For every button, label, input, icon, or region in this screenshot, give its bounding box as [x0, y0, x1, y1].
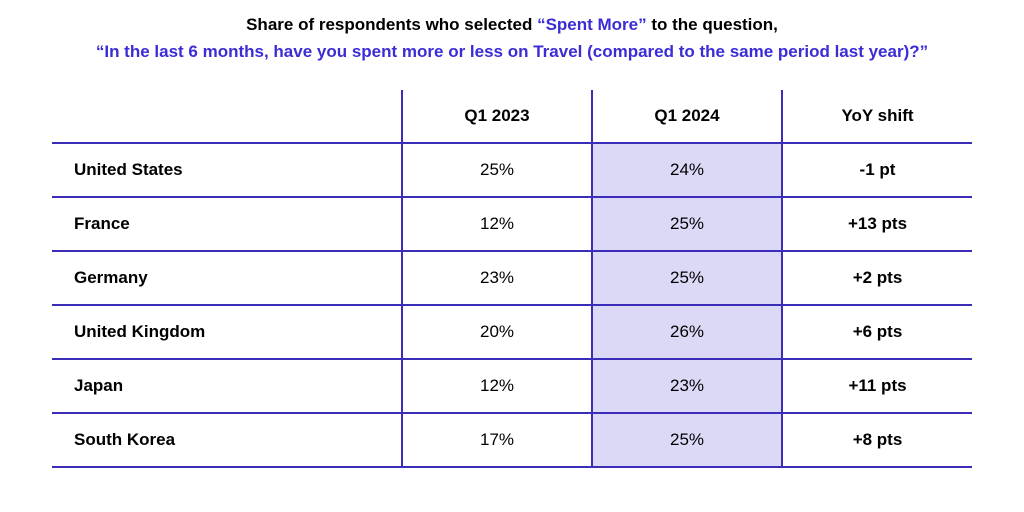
figure-container: Share of respondents who selected “Spent…: [0, 0, 1024, 512]
title-suffix: to the question,: [647, 15, 778, 34]
row-label: United States: [52, 143, 402, 197]
col-header-q1-2023: Q1 2023: [402, 90, 592, 143]
cell-yoy: +11 pts: [782, 359, 972, 413]
col-header-label: [52, 90, 402, 143]
title-block: Share of respondents who selected “Spent…: [30, 14, 994, 64]
cell-q1: 25%: [402, 143, 592, 197]
cell-q2: 26%: [592, 305, 782, 359]
cell-q1: 20%: [402, 305, 592, 359]
cell-q2: 23%: [592, 359, 782, 413]
row-label: Germany: [52, 251, 402, 305]
cell-q1: 17%: [402, 413, 592, 467]
data-table: Q1 2023 Q1 2024 YoY shift United States …: [52, 90, 972, 468]
title-line-1: Share of respondents who selected “Spent…: [30, 14, 994, 37]
cell-q2: 25%: [592, 413, 782, 467]
cell-q1: 12%: [402, 197, 592, 251]
row-label: South Korea: [52, 413, 402, 467]
title-prefix: Share of respondents who selected: [246, 15, 537, 34]
row-label: United Kingdom: [52, 305, 402, 359]
table-row: Japan 12% 23% +11 pts: [52, 359, 972, 413]
table-row: South Korea 17% 25% +8 pts: [52, 413, 972, 467]
cell-q2: 25%: [592, 251, 782, 305]
cell-q1: 12%: [402, 359, 592, 413]
cell-yoy: +8 pts: [782, 413, 972, 467]
cell-yoy: +13 pts: [782, 197, 972, 251]
row-label: France: [52, 197, 402, 251]
table-row: Germany 23% 25% +2 pts: [52, 251, 972, 305]
col-header-yoy: YoY shift: [782, 90, 972, 143]
cell-q1: 23%: [402, 251, 592, 305]
table-row: United States 25% 24% -1 pt: [52, 143, 972, 197]
cell-yoy: -1 pt: [782, 143, 972, 197]
cell-yoy: +6 pts: [782, 305, 972, 359]
title-accent: “Spent More”: [537, 15, 647, 34]
cell-q2: 24%: [592, 143, 782, 197]
title-question: “In the last 6 months, have you spent mo…: [30, 41, 994, 64]
table-row: France 12% 25% +13 pts: [52, 197, 972, 251]
row-label: Japan: [52, 359, 402, 413]
table-header-row: Q1 2023 Q1 2024 YoY shift: [52, 90, 972, 143]
cell-yoy: +2 pts: [782, 251, 972, 305]
cell-q2: 25%: [592, 197, 782, 251]
col-header-q1-2024: Q1 2024: [592, 90, 782, 143]
table-row: United Kingdom 20% 26% +6 pts: [52, 305, 972, 359]
